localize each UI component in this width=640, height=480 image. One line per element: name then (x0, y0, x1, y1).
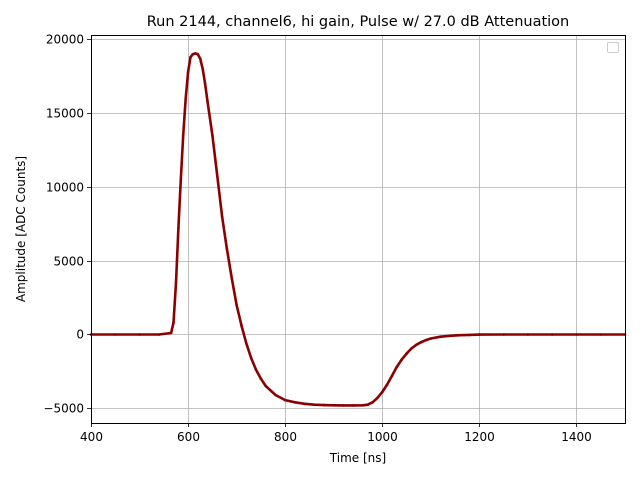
data-point (478, 333, 481, 336)
series-trace (91, 52, 625, 407)
data-point (468, 333, 472, 337)
data-point (189, 55, 192, 59)
data-point (405, 352, 408, 356)
data-point (419, 340, 423, 344)
data-point (230, 277, 234, 280)
data-point (322, 403, 326, 407)
data-point (235, 303, 238, 307)
data-point (502, 333, 505, 336)
data-point (211, 134, 214, 137)
data-point (172, 321, 175, 325)
data-point (361, 404, 365, 407)
data-point (293, 401, 297, 404)
data-point (332, 404, 336, 407)
data-point (303, 402, 306, 406)
data-point (351, 404, 355, 407)
data-point (184, 97, 187, 100)
data-point (157, 333, 161, 336)
legend-box (607, 42, 619, 53)
y-tick-label: 5000 (53, 255, 84, 269)
data-point (245, 342, 248, 345)
x-tick-label: 1200 (464, 430, 495, 444)
x-tick-label: 1000 (367, 430, 398, 444)
data-point (599, 333, 602, 336)
data-point (259, 377, 263, 381)
data-point (274, 393, 277, 397)
plot-frame (91, 35, 626, 424)
data-point (366, 403, 370, 407)
data-series (89, 52, 627, 407)
data-point (400, 358, 404, 361)
grid (91, 35, 625, 423)
y-axis-label: Amplitude [ADC Counts] (14, 156, 28, 302)
data-point (177, 227, 180, 230)
y-tick-label: 15000 (46, 107, 84, 121)
data-point (179, 178, 183, 181)
x-tick-label: 400 (80, 430, 103, 444)
data-point (458, 333, 462, 337)
y-axis: −5000 0 5000 10000 15000 20000 (43, 33, 91, 416)
data-point (240, 324, 243, 327)
data-point (249, 356, 253, 360)
x-tick-label: 1400 (561, 430, 592, 444)
data-point (206, 100, 209, 103)
data-point (371, 401, 374, 404)
data-point (203, 82, 207, 85)
y-tick-label: 0 (76, 328, 84, 342)
data-point (186, 70, 190, 74)
data-point (385, 383, 389, 386)
y-tick-label: 20000 (46, 33, 84, 47)
data-point (194, 52, 197, 55)
data-point (376, 396, 379, 400)
data-point (313, 403, 316, 407)
x-tick-label: 600 (177, 430, 200, 444)
data-point (174, 281, 178, 285)
data-point (215, 173, 219, 177)
data-point (410, 347, 413, 350)
data-point (342, 404, 345, 407)
data-point (201, 67, 204, 71)
data-point (264, 384, 268, 388)
data-point (381, 390, 384, 394)
y-tick-label: 10000 (46, 181, 84, 195)
y-tick-label: −5000 (43, 402, 84, 416)
data-point (225, 247, 229, 251)
data-point (114, 333, 117, 336)
data-point (220, 215, 224, 218)
data-point (191, 52, 195, 56)
x-tick-label: 800 (274, 430, 297, 444)
data-point (198, 57, 202, 60)
data-point (415, 343, 418, 347)
data-point (254, 368, 258, 372)
data-point (526, 333, 530, 336)
data-point (196, 52, 200, 56)
data-point (429, 337, 433, 340)
data-point (424, 338, 428, 342)
data-point (181, 134, 185, 137)
x-axis: 400 600 800 1000 1200 1400 (80, 423, 592, 444)
data-point (395, 365, 399, 369)
data-point (138, 333, 141, 336)
data-point (390, 374, 394, 378)
data-point (448, 334, 452, 338)
data-point (169, 331, 173, 335)
chart-title: Run 2144, channel6, hi gain, Pulse w/ 27… (147, 14, 570, 30)
data-point (550, 333, 554, 336)
data-point (439, 335, 442, 339)
x-axis-label: Time [ns] (329, 451, 386, 465)
data-point (575, 333, 578, 336)
data-point (283, 398, 287, 402)
